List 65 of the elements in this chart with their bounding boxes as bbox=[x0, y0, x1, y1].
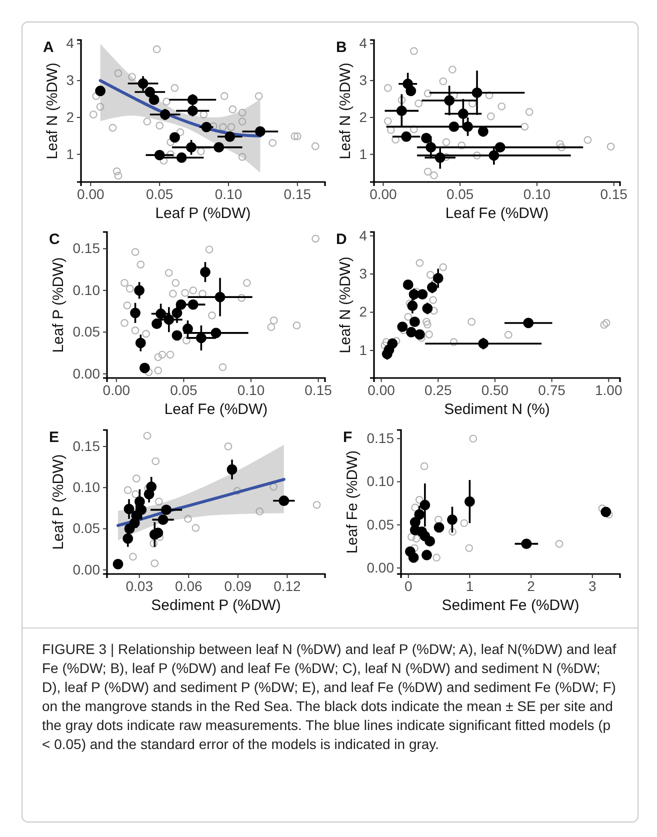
x-tick-label: 0.15 bbox=[600, 186, 628, 202]
y-tick-label: 0.05 bbox=[72, 324, 100, 340]
chart-title: F bbox=[343, 429, 352, 446]
y-tick-label: 4 bbox=[359, 227, 368, 244]
x-tick-label: 0.15 bbox=[284, 186, 312, 202]
y-axis-title: Leaf P (%DW) bbox=[50, 257, 67, 353]
chart-title: A bbox=[43, 39, 54, 56]
y-axis-title: Leaf N (%DW) bbox=[44, 62, 61, 160]
x-tick-label: 1 bbox=[466, 578, 474, 594]
caption: FIGURE 3 | Relationship between leaf N (%DW) and leaf P (%DW; A), leaf N(%DW) and leaf Fe (%DW; B), leaf P (%DW) and leaf Fe (%DW; C), leaf N (%DW) and sediment N (%DW; D), leaf P (%DW) and sediment P (%DW; E), and leaf Fe (%DW) and sediment Fe (%DW; F) on the mangrove stands in the Red Sea. The black dots indicate the mean ± SE per site and the gray dots indicate raw measurements. The blue lines indicate significant fitted models (p < 0.05) and the standard error of the models is indicated in gray. bbox=[42, 640, 618, 754]
y-tick-label: 2 bbox=[359, 304, 368, 320]
x-tick-label: 0.75 bbox=[538, 382, 566, 398]
x-axis-title: Leaf Fe (%DW) bbox=[164, 401, 268, 418]
y-tick-label: 1 bbox=[359, 146, 368, 162]
x-tick-label: 0.12 bbox=[274, 578, 302, 594]
y-tick-label: 0.05 bbox=[366, 516, 394, 532]
x-tick-label: 0.50 bbox=[481, 382, 509, 398]
x-tick-label: 0.25 bbox=[424, 382, 452, 398]
x-tick-label: 0.10 bbox=[214, 186, 242, 202]
x-tick-label: 0.10 bbox=[237, 382, 265, 398]
x-tick-label: 2 bbox=[527, 578, 536, 594]
chart-title: B bbox=[336, 39, 347, 56]
x-tick-label: 1.00 bbox=[595, 382, 622, 398]
x-tick-label: 0.05 bbox=[170, 382, 198, 398]
x-tick-label: 0.05 bbox=[446, 186, 474, 202]
y-tick-label: 0.00 bbox=[72, 561, 100, 578]
x-tick-label: 0 bbox=[404, 578, 412, 594]
chart-title: D bbox=[336, 231, 347, 248]
x-tick-label: 0.09 bbox=[224, 578, 252, 594]
x-axis-title: Leaf P (%DW) bbox=[155, 205, 251, 222]
chart-title: C bbox=[49, 231, 60, 248]
y-tick-label: 0.05 bbox=[72, 520, 100, 536]
x-tick-label: 0.15 bbox=[304, 382, 332, 398]
x-tick-label: 0.03 bbox=[126, 578, 154, 594]
y-tick-label: 2 bbox=[359, 108, 368, 125]
chart-title: E bbox=[49, 429, 60, 446]
x-tick-label: 0.00 bbox=[102, 382, 130, 398]
x-axis-title: Sediment Fe (%DW) bbox=[442, 597, 580, 614]
x-tick-label: 0.05 bbox=[146, 186, 174, 202]
y-tick-label: 0.00 bbox=[72, 365, 100, 382]
y-tick-label: 1 bbox=[66, 146, 74, 162]
y-tick-label: 1 bbox=[359, 342, 368, 358]
y-tick-label: 3 bbox=[66, 72, 74, 88]
x-axis-title: Sediment N (%) bbox=[444, 401, 550, 418]
y-axis-title: Leaf P (%DW) bbox=[50, 454, 67, 550]
y-tick-label: 0.15 bbox=[72, 240, 100, 256]
y-tick-label: 0.15 bbox=[72, 438, 100, 454]
y-tick-label: 0.10 bbox=[72, 479, 100, 496]
y-tick-label: 0.10 bbox=[72, 282, 100, 298]
y-axis-title: Leaf Fe (%DW) bbox=[344, 450, 361, 554]
x-axis-title: Leaf Fe (%DW) bbox=[445, 205, 549, 222]
y-tick-label: 0.00 bbox=[366, 559, 394, 576]
y-tick-label: 0.15 bbox=[366, 430, 394, 446]
x-axis-title: Sediment P (%DW) bbox=[151, 597, 281, 614]
x-tick-label: 3 bbox=[588, 578, 596, 594]
y-tick-label: 2 bbox=[66, 108, 74, 125]
y-tick-label: 0.10 bbox=[366, 473, 394, 490]
y-tick-label: 4 bbox=[66, 35, 74, 52]
y-tick-label: 4 bbox=[359, 35, 368, 52]
x-tick-label: 0.06 bbox=[175, 578, 202, 594]
x-tick-label: 0.10 bbox=[523, 186, 551, 202]
y-axis-title: Leaf N (%DW) bbox=[337, 256, 354, 354]
y-axis-title: Leaf N (%DW) bbox=[337, 62, 354, 160]
y-tick-label: 3 bbox=[359, 72, 368, 88]
y-tick-label: 3 bbox=[359, 266, 368, 282]
